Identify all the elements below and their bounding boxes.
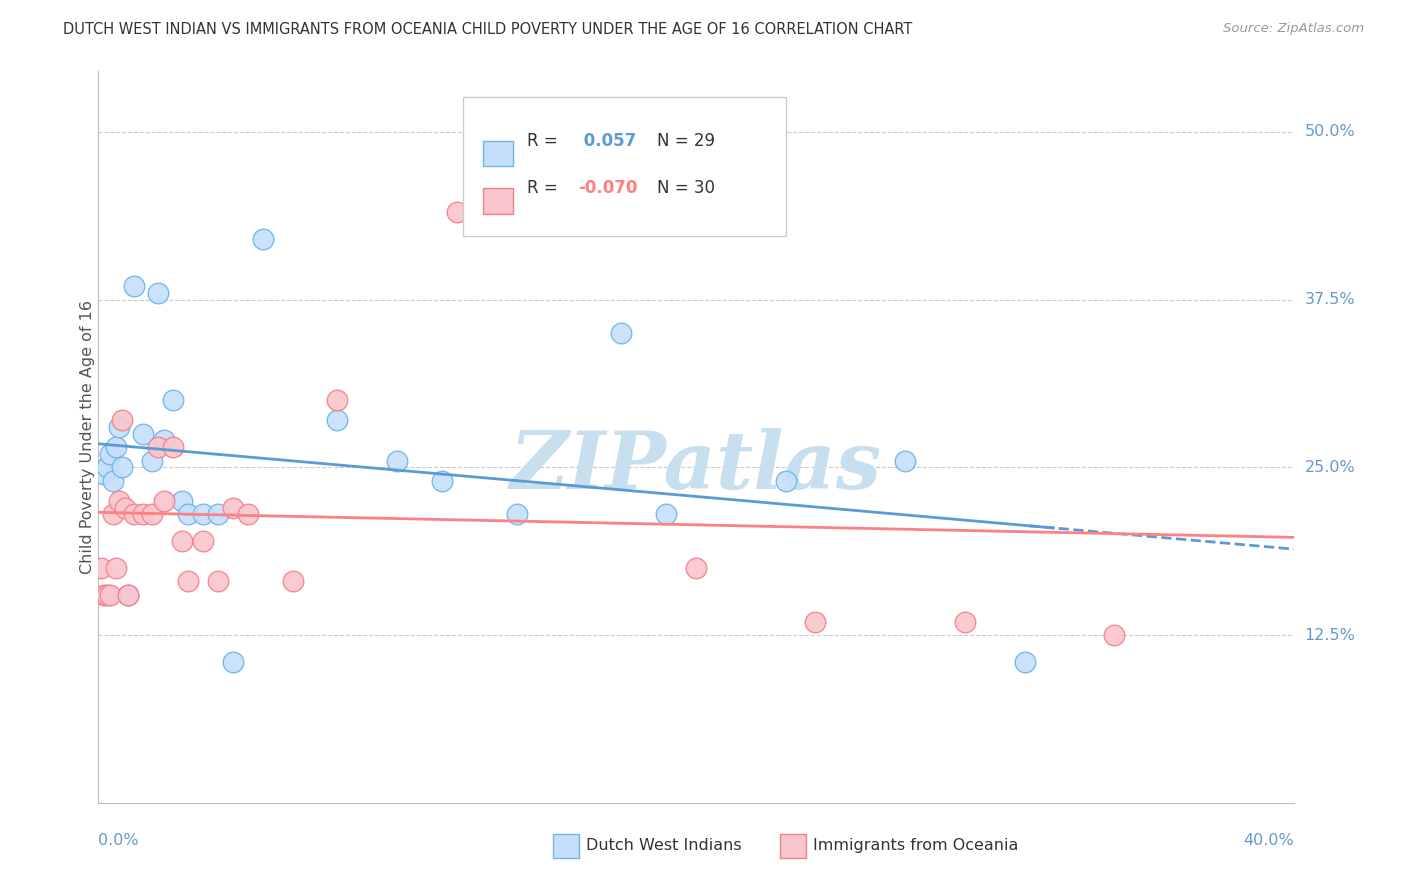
Text: R =: R = xyxy=(527,132,564,150)
Point xyxy=(172,534,194,549)
Point xyxy=(117,588,139,602)
Point xyxy=(953,615,976,629)
FancyBboxPatch shape xyxy=(484,141,513,167)
Point xyxy=(326,413,349,427)
Point xyxy=(191,534,214,549)
Point xyxy=(1014,655,1036,669)
FancyBboxPatch shape xyxy=(463,97,786,235)
Text: 12.5%: 12.5% xyxy=(1305,628,1355,642)
Point xyxy=(685,561,707,575)
Point xyxy=(326,393,349,408)
Text: 37.5%: 37.5% xyxy=(1305,292,1355,307)
Point xyxy=(141,453,163,467)
Text: N = 29: N = 29 xyxy=(657,132,714,150)
Point xyxy=(775,474,797,488)
Point xyxy=(124,279,146,293)
Point xyxy=(281,574,304,589)
Point xyxy=(172,493,194,508)
Point xyxy=(117,588,139,602)
Point xyxy=(108,493,131,508)
Point xyxy=(177,574,200,589)
Point xyxy=(610,326,633,340)
Point xyxy=(565,178,588,193)
Point xyxy=(385,453,409,467)
Point xyxy=(1104,628,1126,642)
Point xyxy=(111,460,134,475)
Point xyxy=(98,447,122,461)
Point xyxy=(103,508,125,522)
Point xyxy=(93,467,115,481)
Text: Dutch West Indians: Dutch West Indians xyxy=(586,838,741,854)
Point xyxy=(132,426,155,441)
Text: 50.0%: 50.0% xyxy=(1305,124,1355,139)
Point xyxy=(96,588,118,602)
Point xyxy=(98,588,122,602)
Text: ZIPatlas: ZIPatlas xyxy=(510,427,882,505)
Point xyxy=(177,508,200,522)
Point xyxy=(141,508,163,522)
Point xyxy=(108,420,131,434)
Point xyxy=(655,508,678,522)
Point xyxy=(506,508,529,522)
Y-axis label: Child Poverty Under the Age of 16: Child Poverty Under the Age of 16 xyxy=(80,300,94,574)
Point xyxy=(207,574,229,589)
Text: N = 30: N = 30 xyxy=(657,179,714,197)
Point xyxy=(114,500,136,515)
FancyBboxPatch shape xyxy=(553,834,579,858)
Point xyxy=(894,453,917,467)
Point xyxy=(153,434,176,448)
Text: 0.057: 0.057 xyxy=(578,132,636,150)
Point xyxy=(446,205,468,219)
Point xyxy=(96,460,118,475)
Point xyxy=(162,440,184,454)
Point xyxy=(105,440,128,454)
Point xyxy=(111,413,134,427)
Point xyxy=(804,615,827,629)
Point xyxy=(90,561,112,575)
Point xyxy=(148,285,170,300)
Text: Immigrants from Oceania: Immigrants from Oceania xyxy=(813,838,1018,854)
Point xyxy=(252,232,274,246)
Point xyxy=(103,474,125,488)
Text: Source: ZipAtlas.com: Source: ZipAtlas.com xyxy=(1223,22,1364,36)
Point xyxy=(222,655,245,669)
FancyBboxPatch shape xyxy=(484,188,513,214)
Point xyxy=(222,500,245,515)
Text: DUTCH WEST INDIAN VS IMMIGRANTS FROM OCEANIA CHILD POVERTY UNDER THE AGE OF 16 C: DUTCH WEST INDIAN VS IMMIGRANTS FROM OCE… xyxy=(63,22,912,37)
Point xyxy=(124,508,146,522)
Text: 25.0%: 25.0% xyxy=(1305,459,1355,475)
Point xyxy=(105,561,128,575)
Point xyxy=(162,393,184,408)
Text: R =: R = xyxy=(527,179,564,197)
Point xyxy=(207,508,229,522)
Point xyxy=(236,508,259,522)
Text: 0.0%: 0.0% xyxy=(98,833,139,848)
FancyBboxPatch shape xyxy=(779,834,806,858)
Text: -0.070: -0.070 xyxy=(578,179,637,197)
Text: 40.0%: 40.0% xyxy=(1243,833,1294,848)
Point xyxy=(430,474,453,488)
Point xyxy=(191,508,214,522)
Point xyxy=(148,440,170,454)
Point xyxy=(132,508,155,522)
Point xyxy=(153,493,176,508)
Point xyxy=(93,588,115,602)
